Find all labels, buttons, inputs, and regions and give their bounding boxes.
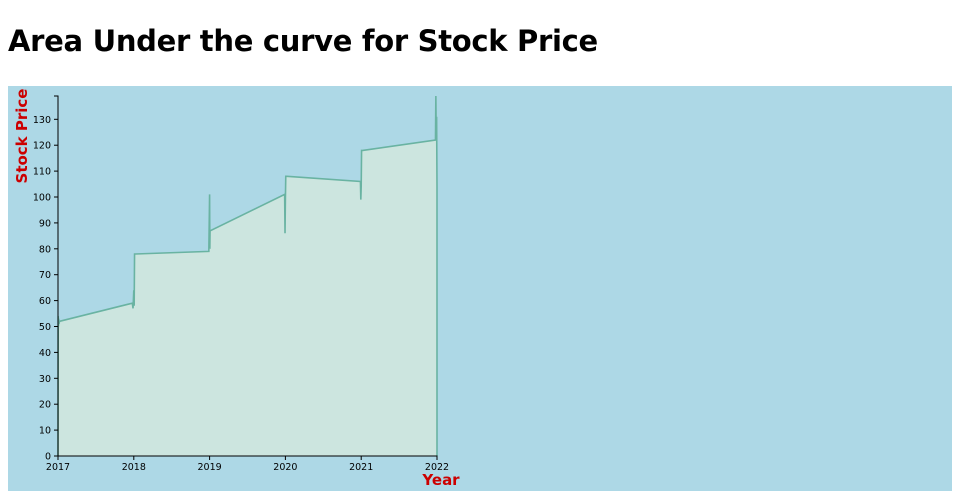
chart-container: 0 10 20 30 40 50 60 70 80 90 100 110 120 130 2017 2018…	[8, 86, 952, 491]
series-line	[57, 95, 438, 457]
y-tick-label: 40	[39, 348, 51, 359]
x-tick-label: 2017	[46, 462, 70, 473]
x-tick-label: 2020	[273, 462, 297, 473]
y-tick-label: 50	[39, 322, 51, 333]
x-tick-label: 2018	[122, 462, 146, 473]
x-axis-title: Year	[421, 471, 460, 489]
y-tick-label: 120	[33, 141, 51, 152]
y-tick-label: 130	[33, 115, 51, 126]
area-fill	[58, 96, 437, 456]
y-tick-label: 100	[33, 193, 51, 204]
x-tick-label: 2019	[198, 462, 222, 473]
y-tick-label: 110	[33, 167, 51, 178]
y-tick-label: 70	[39, 270, 51, 281]
x-tick-label: 2021	[349, 462, 373, 473]
y-tick-label: 30	[39, 374, 51, 385]
y-axis: 0 10 20 30 40 50 60 70 80 90 100 110 120 130	[33, 95, 59, 463]
y-tick-label: 60	[39, 296, 51, 307]
y-axis-title: Stock Price	[13, 89, 31, 184]
y-tick-label: 10	[39, 426, 51, 437]
chart-heading: Area Under the curve for Stock Price	[8, 24, 598, 58]
y-tick-label: 80	[39, 244, 51, 255]
y-tick-label: 90	[39, 218, 51, 229]
x-tick-label: 2022	[425, 462, 449, 473]
y-tick-label: 0	[45, 452, 51, 463]
area-chart: 0 10 20 30 40 50 60 70 80 90 100 110 120 130 2017 2018…	[8, 86, 952, 491]
y-tick-label: 20	[39, 400, 51, 411]
x-axis: 2017 2018 2019 2020 2021 2022	[46, 455, 449, 473]
